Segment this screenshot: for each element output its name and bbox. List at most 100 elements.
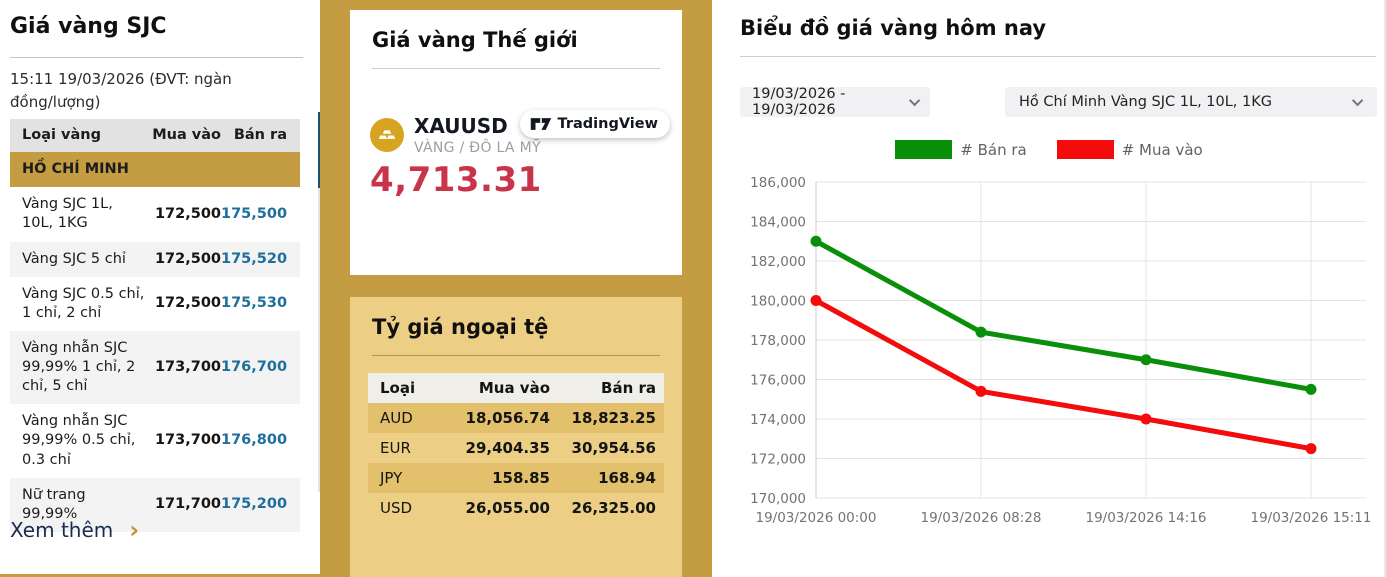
svg-text:186,000: 186,000 bbox=[750, 175, 806, 191]
see-more-label: Xem thêm bbox=[10, 518, 114, 542]
sell-price: 175,500 bbox=[221, 205, 288, 222]
sjc-price-table: Loại vàng Mua vào Bán ra HỒ CHÍ MINH Vàn… bbox=[10, 119, 300, 532]
svg-text:178,000: 178,000 bbox=[750, 333, 806, 349]
currency-code: USD bbox=[380, 499, 413, 517]
world-gold-card: Giá vàng Thế giới XAUUSD VÀNG / ĐÔ LA MỸ… bbox=[350, 10, 682, 275]
svg-text:19/03/2026 08:28: 19/03/2026 08:28 bbox=[920, 510, 1041, 526]
world-gold-price: 4,713.31 bbox=[370, 160, 542, 200]
gold-type-selected: Hồ Chí Minh Vàng SJC 1L, 10L, 1KG bbox=[1019, 94, 1272, 110]
currency-code: EUR bbox=[380, 439, 411, 457]
currency-code: AUD bbox=[380, 409, 413, 427]
legend-label: # Mua vào bbox=[1121, 140, 1203, 159]
gold-type: Nữ trang 99,99% bbox=[22, 486, 86, 522]
buy-rate: 29,404.35 bbox=[465, 439, 550, 457]
gold-type: Vàng nhẫn SJC 99,99% 0.5 chỉ, 0.3 chỉ bbox=[22, 413, 136, 468]
table-row: Vàng SJC 1L, 10L, 1KG 172,500 175,500 bbox=[10, 187, 300, 241]
currency-code: JPY bbox=[380, 469, 403, 487]
svg-text:174,000: 174,000 bbox=[750, 412, 806, 428]
symbol-ticker: XAUUSD bbox=[414, 114, 508, 138]
svg-text:19/03/2026 00:00: 19/03/2026 00:00 bbox=[755, 510, 876, 526]
panel-bottom-accent bbox=[0, 574, 320, 577]
divider bbox=[10, 57, 303, 58]
header-buy: Mua vào bbox=[152, 127, 221, 143]
price-timestamp: 15:11 19/03/2026 (ĐVT: ngàn đồng/lượng) bbox=[10, 70, 232, 111]
svg-text:180,000: 180,000 bbox=[750, 294, 806, 310]
sell-price: 175,530 bbox=[221, 295, 288, 312]
tradingview-label: TradingView bbox=[557, 116, 658, 132]
sell-price: 176,800 bbox=[221, 432, 288, 449]
date-range-picker[interactable]: 19/03/2026 - 19/03/2026 bbox=[740, 86, 930, 118]
buy-price: 173,700 bbox=[154, 432, 221, 449]
forex-card: Tỷ giá ngoại tệ Loại Mua vào Bán ra AUD … bbox=[350, 297, 682, 577]
svg-text:176,000: 176,000 bbox=[750, 373, 806, 389]
svg-text:182,000: 182,000 bbox=[750, 254, 806, 270]
table-row: Vàng SJC 0.5 chỉ, 1 chỉ, 2 chỉ 172,500 1… bbox=[10, 277, 300, 331]
buy-rate: 26,055.00 bbox=[465, 499, 550, 517]
buy-price: 172,500 bbox=[154, 295, 221, 312]
symbol-description: VÀNG / ĐÔ LA MỸ bbox=[414, 140, 541, 156]
header-currency: Loại bbox=[380, 379, 416, 397]
chart-legend: # Bán ra # Mua vào bbox=[712, 140, 1386, 159]
svg-text:19/03/2026 14:16: 19/03/2026 14:16 bbox=[1085, 510, 1206, 526]
header-gold-type: Loại vàng bbox=[22, 127, 101, 143]
gold-type: Vàng SJC 1L, 10L, 1KG bbox=[22, 196, 113, 232]
legend-item-buy[interactable]: # Mua vào bbox=[1056, 140, 1203, 159]
gold-type: Vàng nhẫn SJC 99,99% 1 chỉ, 2 chỉ, 5 chỉ bbox=[22, 339, 136, 395]
header-sell: Bán ra bbox=[233, 127, 287, 143]
sell-price: 175,200 bbox=[221, 496, 288, 513]
chart-panel-title: Biểu đồ giá vàng hôm nay bbox=[740, 16, 1047, 40]
gold-bars-icon bbox=[370, 118, 404, 152]
buy-price: 172,500 bbox=[154, 250, 221, 267]
gold-price-line-chart[interactable]: 170,000 172,000 174,000 176,000 178,000 180,0… bbox=[728, 168, 1378, 563]
table-row: Vàng nhẫn SJC 99,99% 0.5 chỉ, 0.3 chỉ 17… bbox=[10, 404, 300, 477]
divider bbox=[372, 68, 660, 69]
buy-price: 172,500 bbox=[154, 205, 221, 222]
forex-row: USD 26,055.00 26,325.00 bbox=[368, 493, 664, 523]
svg-text:172,000: 172,000 bbox=[750, 452, 806, 468]
table-row: Vàng nhẫn SJC 99,99% 1 chỉ, 2 chỉ, 5 chỉ… bbox=[10, 330, 300, 405]
svg-text:170,000: 170,000 bbox=[750, 491, 806, 507]
svg-text:184,000: 184,000 bbox=[750, 215, 806, 231]
header-buy: Mua vào bbox=[478, 379, 550, 397]
buy-rate: 18,056.74 bbox=[465, 409, 550, 427]
forex-row: AUD 18,056.74 18,823.25 bbox=[368, 403, 664, 433]
chart-svg: 170,000 172,000 174,000 176,000 178,000 180,0… bbox=[750, 175, 1371, 526]
forex-header-row: Loại Mua vào Bán ra bbox=[368, 373, 664, 403]
tradingview-attribution[interactable]: TradingView bbox=[519, 110, 670, 138]
forex-row: JPY 158.85 168.94 bbox=[368, 463, 664, 493]
legend-swatch-green bbox=[895, 140, 953, 159]
sjc-price-panel: Giá vàng SJC 15:11 19/03/2026 (ĐVT: ngàn… bbox=[0, 0, 323, 577]
table-row: Nữ trang 99,99% 171,700 175,200 bbox=[10, 477, 300, 532]
gold-type-select[interactable]: Hồ Chí Minh Vàng SJC 1L, 10L, 1KG bbox=[1005, 87, 1377, 117]
legend-label: # Bán ra bbox=[960, 140, 1027, 159]
legend-item-sell[interactable]: # Bán ra bbox=[895, 140, 1027, 159]
table-row: Vàng SJC 5 chỉ 172,500 175,520 bbox=[10, 241, 300, 277]
svg-text:19/03/2026 15:11: 19/03/2026 15:11 bbox=[1250, 510, 1371, 526]
world-gold-title: Giá vàng Thế giới bbox=[372, 28, 578, 52]
date-range-value: 19/03/2026 - 19/03/2026 bbox=[752, 86, 846, 118]
sell-rate: 168.94 bbox=[598, 469, 656, 487]
tradingview-logo-icon bbox=[530, 118, 551, 130]
sell-rate: 26,325.00 bbox=[571, 499, 656, 517]
sell-rate: 18,823.25 bbox=[571, 409, 656, 427]
sell-price: 176,700 bbox=[221, 359, 288, 375]
gold-type: Vàng SJC 0.5 chỉ, 1 chỉ, 2 chỉ bbox=[22, 285, 145, 321]
divider bbox=[740, 56, 1376, 57]
gold-type: Vàng SJC 5 chỉ bbox=[22, 250, 126, 267]
header-sell: Bán ra bbox=[601, 379, 656, 397]
divider bbox=[372, 355, 660, 356]
chevron-down-icon bbox=[1351, 94, 1364, 107]
buy-price: 173,700 bbox=[154, 359, 221, 375]
sell-price: 175,520 bbox=[221, 250, 288, 267]
region-row: HỒ CHÍ MINH bbox=[10, 152, 300, 188]
world-gold-column: Giá vàng Thế giới XAUUSD VÀNG / ĐÔ LA MỸ… bbox=[320, 0, 712, 577]
chevron-right-icon: › bbox=[129, 516, 140, 544]
see-more-link[interactable]: Xem thêm › bbox=[10, 518, 139, 542]
legend-swatch-red bbox=[1056, 140, 1114, 159]
buy-rate: 158.85 bbox=[492, 469, 550, 487]
forex-row: EUR 29,404.35 30,954.56 bbox=[368, 433, 664, 463]
sell-rate: 30,954.56 bbox=[571, 439, 656, 457]
table-header-row: Loại vàng Mua vào Bán ra bbox=[10, 119, 300, 153]
sjc-panel-title: Giá vàng SJC bbox=[10, 14, 167, 39]
forex-title: Tỷ giá ngoại tệ bbox=[372, 315, 549, 339]
